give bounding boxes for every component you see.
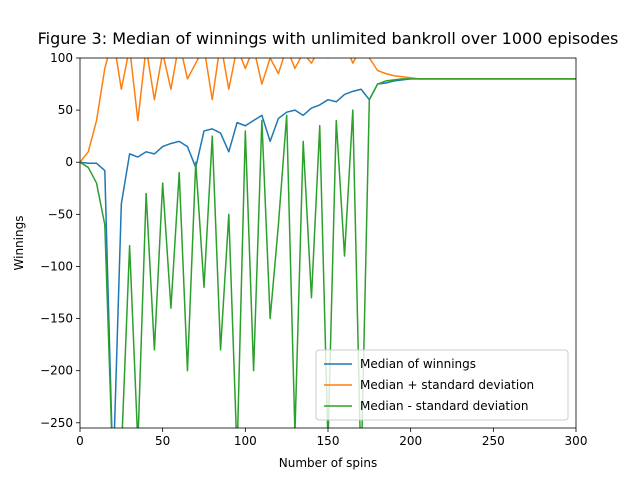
x-tick-label: 300 — [565, 434, 588, 448]
y-tick-label: 0 — [65, 155, 73, 169]
x-axis-label: Number of spins — [279, 456, 377, 470]
legend-label: Median of winnings — [360, 357, 476, 371]
plot-area — [80, 58, 576, 428]
x-tick-label: 250 — [482, 434, 505, 448]
x-tick-label: 0 — [76, 434, 84, 448]
legend-label: Median - standard deviation — [360, 399, 528, 413]
y-tick-label: −150 — [40, 312, 73, 326]
x-tick-label: 50 — [155, 434, 170, 448]
y-axis-label: Winnings — [12, 216, 26, 271]
chart-title: Figure 3: Median of winnings with unlimi… — [38, 29, 619, 48]
y-tick-label: 100 — [50, 51, 73, 65]
y-tick-label: −100 — [40, 259, 73, 273]
y-tick-label: 50 — [58, 103, 73, 117]
legend: Median of winnings Median + standard devi… — [315, 349, 569, 421]
y-tick-label: −50 — [48, 207, 73, 221]
x-tick-label: 150 — [317, 434, 340, 448]
x-tick-label: 200 — [399, 434, 422, 448]
y-tick-label: −250 — [40, 416, 73, 430]
series-line — [80, 78, 576, 428]
x-tick-label: 100 — [234, 434, 257, 448]
legend-box — [315, 349, 569, 421]
legend-label: Median + standard deviation — [360, 378, 534, 392]
y-tick-label: −200 — [40, 364, 73, 378]
